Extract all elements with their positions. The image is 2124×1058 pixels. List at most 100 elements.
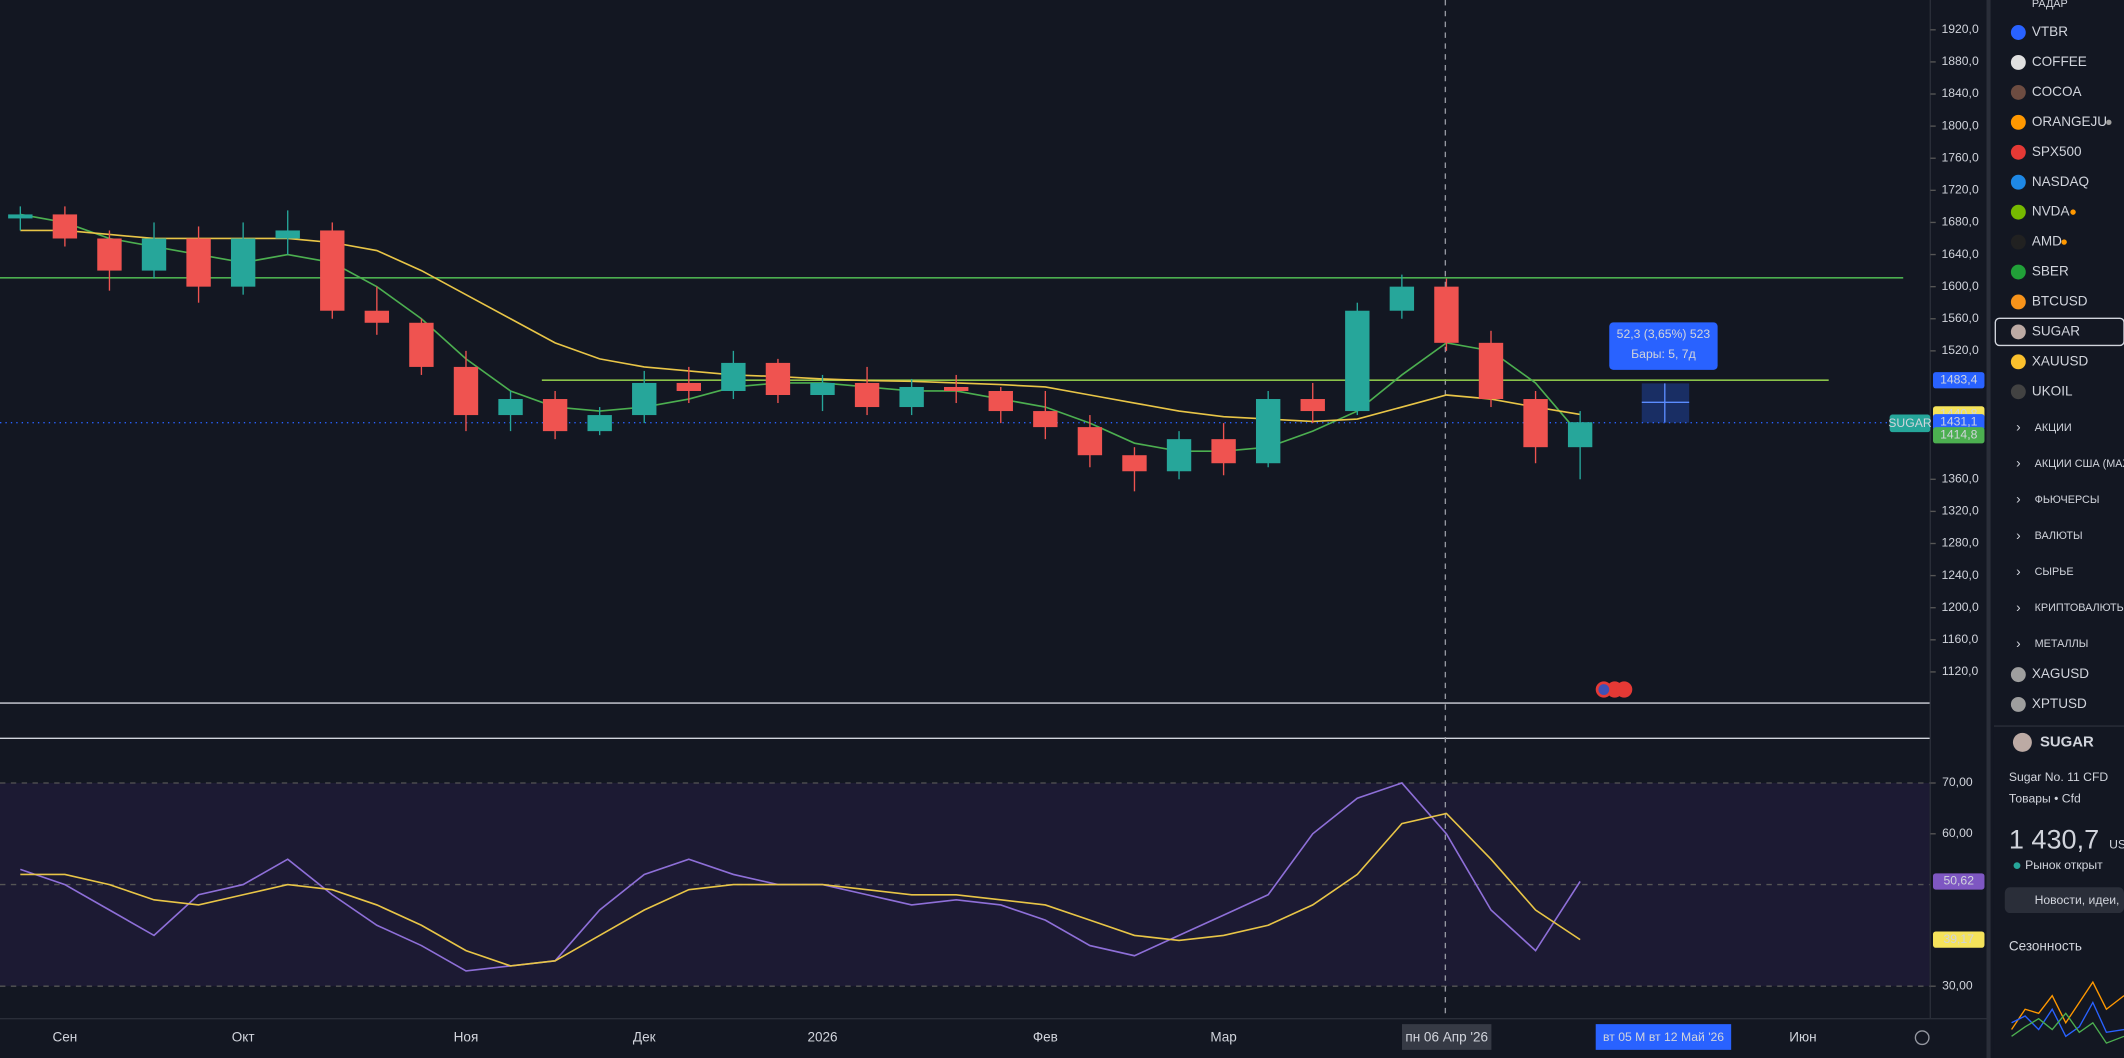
price-marker <box>1933 414 1985 431</box>
y-tick-label: 1920,0 <box>1941 22 1978 36</box>
y-tick-label: 1840,0 <box>1941 86 1978 100</box>
symbol-icon <box>2010 144 2026 160</box>
symbol-name[interactable]: SUGAR <box>2032 323 2080 338</box>
section-name[interactable]: ВАЛЮТЫ <box>2035 530 2083 542</box>
section-name[interactable]: МЕТАЛЛЫ <box>2035 638 2089 650</box>
detail-price: 1 430,7 <box>2009 823 2099 854</box>
symbol-name[interactable]: SPX500 <box>2032 144 2082 159</box>
candle-body <box>632 382 657 416</box>
symbol-name[interactable]: VTBR <box>2032 24 2068 39</box>
candle-body <box>1166 439 1192 472</box>
candle-body <box>988 390 1013 412</box>
range-label: вт 05 М <box>1603 1030 1645 1044</box>
settings-icon[interactable] <box>1914 1030 1930 1046</box>
section-name[interactable]: АКЦИИ США (МАЖ <box>2035 458 2124 470</box>
seasonality-line <box>2011 980 2124 1030</box>
symbol-icon <box>2010 264 2026 280</box>
seasonality-line <box>2011 1000 2124 1038</box>
symbol-name[interactable]: ORANGEJU <box>2032 114 2107 129</box>
y-tick-label: 1880,0 <box>1941 54 1978 68</box>
detail-seasonality: Сезонность <box>2009 938 2082 953</box>
rsi-tick-label: 70,00 <box>1942 775 1973 789</box>
candle-body <box>186 238 211 287</box>
range-label: вт 12 Май '26 <box>1649 1030 1724 1044</box>
candle-body <box>1077 427 1103 456</box>
candle-body <box>676 382 702 391</box>
symbol-icon <box>2010 234 2026 250</box>
price-marker <box>1933 931 1985 948</box>
candle-body <box>899 386 924 408</box>
event-icons <box>1595 681 1633 698</box>
detail-news[interactable]: Новости, идеи, <box>2035 893 2120 907</box>
symbol-name[interactable]: XPTUSD <box>2032 696 2087 711</box>
price-marker-label: 1431,1 <box>1940 414 1977 428</box>
candle-body <box>587 415 612 432</box>
candle-body <box>1389 286 1415 311</box>
y-tick-label: 1600,0 <box>1941 279 1978 293</box>
y-tick-label: 1760,0 <box>1941 150 1978 164</box>
y-tick-label: 1560,0 <box>1941 311 1978 325</box>
symbol-name[interactable]: COFFEE <box>2032 54 2087 69</box>
section-name[interactable]: АКЦИИ <box>2035 422 2072 434</box>
candle-body <box>1567 422 1593 448</box>
section-arrow: › <box>2016 636 2021 651</box>
y-tick-label: 1640,0 <box>1941 247 1978 261</box>
candle-body <box>409 322 434 367</box>
candle-body <box>498 399 523 416</box>
x-tick-label: Дек <box>633 1029 656 1044</box>
symbol-name[interactable]: UKOIL <box>2032 383 2073 398</box>
candle-body <box>1211 439 1236 464</box>
x-tick-label: Окт <box>232 1029 255 1044</box>
section-name[interactable]: СЫРЬЕ <box>2035 566 2074 578</box>
candle-body <box>1300 399 1325 412</box>
symbol-icon <box>2010 54 2026 70</box>
candle-body <box>721 362 746 391</box>
y-tick-label: 1360,0 <box>1941 472 1978 486</box>
crosshair-label: пн 06 Апр '26 <box>1405 1029 1488 1044</box>
detail-status: Рынок открыт <box>2025 858 2103 872</box>
symbol-name[interactable]: NASDAQ <box>2032 174 2089 189</box>
candle-body <box>854 382 880 408</box>
candle-body <box>542 399 568 432</box>
candle-body <box>1434 286 1459 343</box>
tooltip-box <box>1609 322 1718 370</box>
candle-body <box>1122 455 1147 472</box>
symbol-icon <box>2010 84 2026 100</box>
symbol-name[interactable]: XAUUSD <box>2032 353 2089 368</box>
y-tick-label: 1320,0 <box>1941 504 1978 518</box>
y-tick-label: 1520,0 <box>1941 343 1978 357</box>
y-tick-label: 1280,0 <box>1941 536 1978 550</box>
y-tick-label: 1160,0 <box>1942 632 1979 646</box>
y-tick-label: 1120,0 <box>1942 664 1979 678</box>
rsi-tick-label: 30,00 <box>1942 978 1973 992</box>
symbol-icon <box>2012 732 2032 752</box>
range-label-box <box>1595 1024 1732 1050</box>
detail-subtitle: Товары • Cfd <box>2009 791 2081 805</box>
symbol-name[interactable]: SBER <box>2032 264 2069 279</box>
symbol-name[interactable]: AMD <box>2032 234 2062 249</box>
section-name[interactable]: ФЬЮЧЕРСЫ <box>2035 494 2100 506</box>
symbol-icon <box>2010 174 2026 190</box>
moving-average <box>20 213 1581 453</box>
status-dot <box>2106 119 2112 126</box>
candle-body <box>52 214 78 239</box>
section-arrow: › <box>2016 564 2021 579</box>
symbol-name[interactable]: BTCUSD <box>2032 294 2088 309</box>
candle-body <box>1033 411 1058 428</box>
symbol-name[interactable]: NVDA <box>2032 204 2070 219</box>
detail-description: Sugar No. 11 CFD <box>2009 770 2109 784</box>
rsi-tick-label: 60,00 <box>1942 826 1973 840</box>
section-arrow: › <box>2016 456 2021 471</box>
candle-body <box>141 238 167 271</box>
section-arrow: › <box>2016 528 2021 543</box>
symbol-name[interactable]: COCOA <box>2032 84 2082 99</box>
y-tick-label: 1200,0 <box>1941 600 1978 614</box>
symbol-icon <box>2010 354 2026 370</box>
candle-body <box>944 386 969 391</box>
symbol-name[interactable]: XAGUSD <box>2032 666 2089 681</box>
section-name[interactable]: КРИПТОВАЛЮТЫ <box>2035 602 2124 614</box>
crosshair-label-box <box>1402 1024 1492 1050</box>
candle-body <box>1345 310 1370 412</box>
candle-body <box>1255 399 1281 464</box>
